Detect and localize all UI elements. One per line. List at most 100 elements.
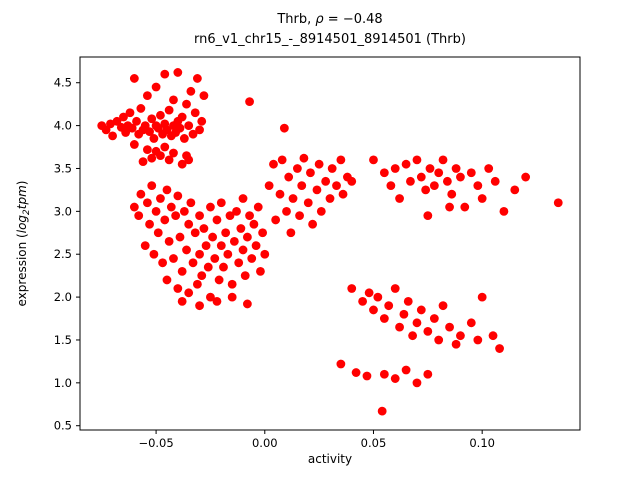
scatter-point [258, 228, 268, 238]
scatter-point [160, 69, 170, 79]
scatter-point [195, 125, 204, 135]
scatter-point [438, 155, 448, 165]
scatter-point [173, 191, 183, 201]
scatter-point [147, 181, 157, 191]
scatter-point [347, 284, 357, 293]
x-tick-label: 0.00 [252, 436, 278, 450]
scatter-point [416, 172, 426, 182]
scatter-point [195, 249, 204, 259]
scatter-point [192, 74, 202, 83]
scatter-point [351, 368, 361, 377]
scatter-point [429, 181, 439, 191]
scatter-point [445, 322, 454, 332]
scatter-point [129, 74, 139, 83]
scatter-point [466, 168, 476, 178]
scatter-point [264, 181, 274, 191]
scatter-point [247, 254, 257, 263]
scatter-point [225, 211, 235, 221]
scatter-point [288, 194, 298, 203]
scatter-point [153, 228, 163, 238]
scatter-point [425, 164, 435, 173]
scatter-point [327, 164, 337, 173]
y-tick-label: 3.5 [54, 161, 72, 175]
scatter-point [260, 249, 270, 259]
scatter-point [221, 228, 231, 238]
scatter-point [306, 168, 315, 178]
scatter-point [145, 219, 154, 229]
scatter-point [199, 224, 209, 233]
scatter-point [188, 258, 198, 268]
scatter-point [173, 284, 183, 293]
scatter-point [206, 202, 215, 212]
scatter-point [460, 202, 470, 212]
x-tick-label: 0.05 [361, 436, 387, 450]
scatter-point [149, 249, 159, 259]
scatter-point [442, 176, 452, 186]
scatter-point [177, 159, 187, 169]
scatter-points-group [97, 68, 563, 416]
scatter-point [384, 301, 394, 311]
chart-titles: Thrb, ρ = −0.48 rn6_v1_chr15_-_8914501_8… [80, 10, 580, 50]
x-axis-label: activity [308, 452, 352, 466]
scatter-point [195, 301, 204, 311]
scatter-point [121, 128, 131, 137]
y-axis-label-part: ) [15, 181, 29, 186]
scatter-point [447, 189, 457, 199]
scatter-point [219, 262, 228, 272]
scatter-point [495, 344, 504, 353]
scatter-point [186, 198, 196, 208]
scatter-point [156, 151, 165, 161]
scatter-point [256, 266, 265, 276]
scatter-point [210, 254, 220, 263]
scatter-point [142, 198, 152, 208]
y-axis-label-part: log [15, 215, 29, 234]
scatter-point [295, 211, 304, 221]
scatter-point [429, 314, 439, 323]
scatter-point [142, 145, 152, 155]
scatter-point [390, 374, 400, 383]
scatter-point [434, 168, 444, 178]
y-axis-label: expression (log2tpm) [15, 181, 32, 307]
scatter-point [127, 123, 137, 133]
scatter-point [177, 112, 187, 122]
y-tick-label: 1.5 [54, 333, 72, 347]
scatter-point [177, 266, 187, 276]
scatter-point [179, 134, 189, 143]
scatter-point [147, 114, 157, 124]
scatter-point [145, 127, 154, 136]
y-axis-label-part: 2 [22, 209, 32, 215]
scatter-point [456, 172, 465, 182]
y-tick-label: 2.0 [54, 290, 72, 304]
scatter-point [242, 232, 252, 242]
scatter-point [423, 326, 433, 336]
scatter-point [299, 153, 309, 163]
scatter-point [416, 305, 426, 315]
scatter-point [238, 194, 248, 203]
scatter-point [316, 206, 326, 216]
scatter-point [456, 331, 465, 341]
scatter-point [553, 198, 563, 208]
scatter-point [125, 108, 135, 118]
scatter-point [142, 91, 152, 100]
scatter-point [179, 206, 189, 216]
scatter-point [466, 318, 476, 328]
scatter-point [412, 318, 422, 328]
y-tick-label: 4.0 [54, 119, 72, 133]
chart-title: Thrb, ρ = −0.48 [80, 10, 580, 30]
scatter-point [136, 104, 146, 113]
scatter-point [151, 206, 161, 216]
scatter-point [164, 155, 174, 165]
scatter-point [251, 241, 261, 251]
axes-spines [79, 56, 581, 431]
chart-title-prefix: Thrb, [277, 12, 316, 27]
scatter-point [232, 206, 241, 216]
scatter-point [197, 271, 207, 281]
scatter-point [240, 271, 250, 281]
scatter-point [166, 202, 176, 212]
scatter-point [390, 164, 400, 173]
scatter-point [423, 211, 433, 221]
scatter-point [336, 155, 346, 165]
rho-symbol: ρ [315, 12, 324, 27]
scatter-point [362, 371, 372, 381]
